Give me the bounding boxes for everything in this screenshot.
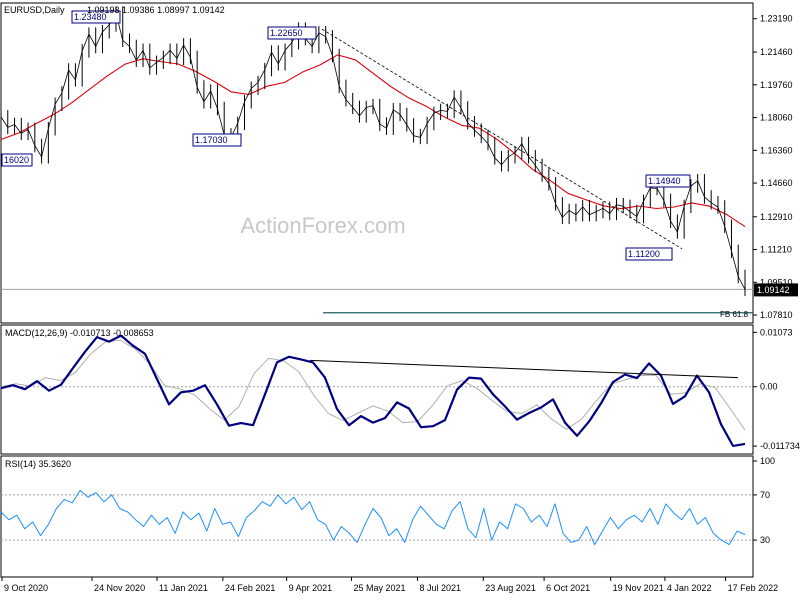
price-line xyxy=(0,12,746,290)
x-axis-tick-label: 4 Jan 2022 xyxy=(667,583,712,593)
price-annotation-label: 1.17030 xyxy=(195,135,228,145)
price-axis-tick-label: 1.18060 xyxy=(760,113,793,123)
macd-panel-frame xyxy=(0,324,754,455)
price-annotations: 1.23480 1.22650 1.17030 16020 1.14940 1.11200 xyxy=(1,10,691,261)
x-axis-tick-label: 6 Oct 2021 xyxy=(546,583,590,593)
x-axis-tick-label: 9 Apr 2021 xyxy=(289,583,333,593)
macd-axis-tick-label: 0.01073 xyxy=(760,327,793,337)
rsi-panel-frame xyxy=(0,455,754,578)
price-axis-tick-label: 1.11210 xyxy=(760,245,792,255)
rsi-axis-tick-label: 30 xyxy=(760,535,770,545)
price-annotation-box xyxy=(267,26,317,40)
macd-axis: 0.01073 0.00 -0.011734 xyxy=(1,327,800,451)
price-axis-tick-label: 1.16360 xyxy=(760,145,793,155)
price-annotation-label: 1.14940 xyxy=(648,176,681,186)
macd-signal-line xyxy=(0,339,746,431)
price-ohlc-readout: 1.09193 1.09386 1.08997 1.09142 xyxy=(87,5,225,15)
x-axis-tick-label: 24 Nov 2020 xyxy=(94,583,145,593)
price-panel-title: EURUSD,Daily xyxy=(4,5,65,15)
price-annotation-label: 1.11200 xyxy=(628,249,660,259)
macd-series xyxy=(0,334,746,447)
rsi-series xyxy=(0,489,746,546)
price-annotation-box xyxy=(645,174,691,188)
x-axis-tick-label: 17 Feb 2022 xyxy=(728,583,779,593)
x-axis-tick-label: 9 Oct 2020 xyxy=(4,583,48,593)
price-axis-tick-label: 1.23190 xyxy=(760,14,793,24)
x-axis-tick-label: 23 Aug 2021 xyxy=(485,583,536,593)
watermark: ActionForex.com xyxy=(240,213,405,238)
macd-line xyxy=(0,334,746,447)
current-price-tag xyxy=(754,283,798,297)
macd-panel-title: MACD(12,26,9) -0.010713 -0.008653 xyxy=(5,328,154,338)
price-axis-tick-label: 1.09510 xyxy=(760,277,793,287)
rsi-axis-tick-label: 100 xyxy=(760,456,775,466)
price-axis-tick-label: 1.19760 xyxy=(760,80,793,90)
x-axis: 9 Oct 2020 24 Nov 2020 11 Jan 2021 24 Feb 2… xyxy=(1,577,779,593)
current-price-tag-label: 1.09142 xyxy=(757,285,790,295)
price-series xyxy=(0,6,746,297)
price-axis: 1.23190 1.21460 1.19760 1.18060 1.16360 1.146… xyxy=(1,14,793,320)
price-annotation-label: 16020 xyxy=(4,155,29,165)
x-axis-tick-label: 8 Jul 2021 xyxy=(419,583,461,593)
price-annotation-box xyxy=(192,133,242,147)
macd-trend-line xyxy=(309,359,739,379)
x-axis-tick-label: 24 Feb 2021 xyxy=(225,583,276,593)
price-annotation-box xyxy=(71,10,121,24)
price-annotation-label: 1.23480 xyxy=(74,12,107,22)
price-annotation-box xyxy=(1,153,33,167)
price-axis-tick-label: 1.21460 xyxy=(760,47,793,57)
price-axis-tick-label: 1.14660 xyxy=(760,178,793,188)
price-axis-tick-label: 1.12910 xyxy=(760,212,793,222)
moving-average-line xyxy=(0,54,746,228)
rsi-line xyxy=(0,489,746,546)
dashed-trend-line xyxy=(321,28,683,250)
x-axis-tick-label: 19 Nov 2021 xyxy=(613,583,664,593)
rsi-axis: 100 70 30 xyxy=(1,456,775,545)
fib-618-label: FB 61.8 xyxy=(720,310,749,319)
x-axis-tick-label: 11 Jan 2021 xyxy=(159,583,208,593)
price-annotation-box xyxy=(625,247,673,261)
macd-axis-tick-label: -0.011734 xyxy=(760,441,800,451)
macd-axis-tick-label: 0.00 xyxy=(760,382,778,392)
x-axis-tick-label: 25 May 2021 xyxy=(353,583,405,593)
rsi-axis-tick-label: 70 xyxy=(760,490,770,500)
rsi-panel-title: RSI(14) 35.3620 xyxy=(5,459,71,469)
price-axis-tick-label: 1.07810 xyxy=(760,310,793,320)
price-panel-frame xyxy=(0,2,754,324)
price-annotation-label: 1.22650 xyxy=(270,28,303,38)
